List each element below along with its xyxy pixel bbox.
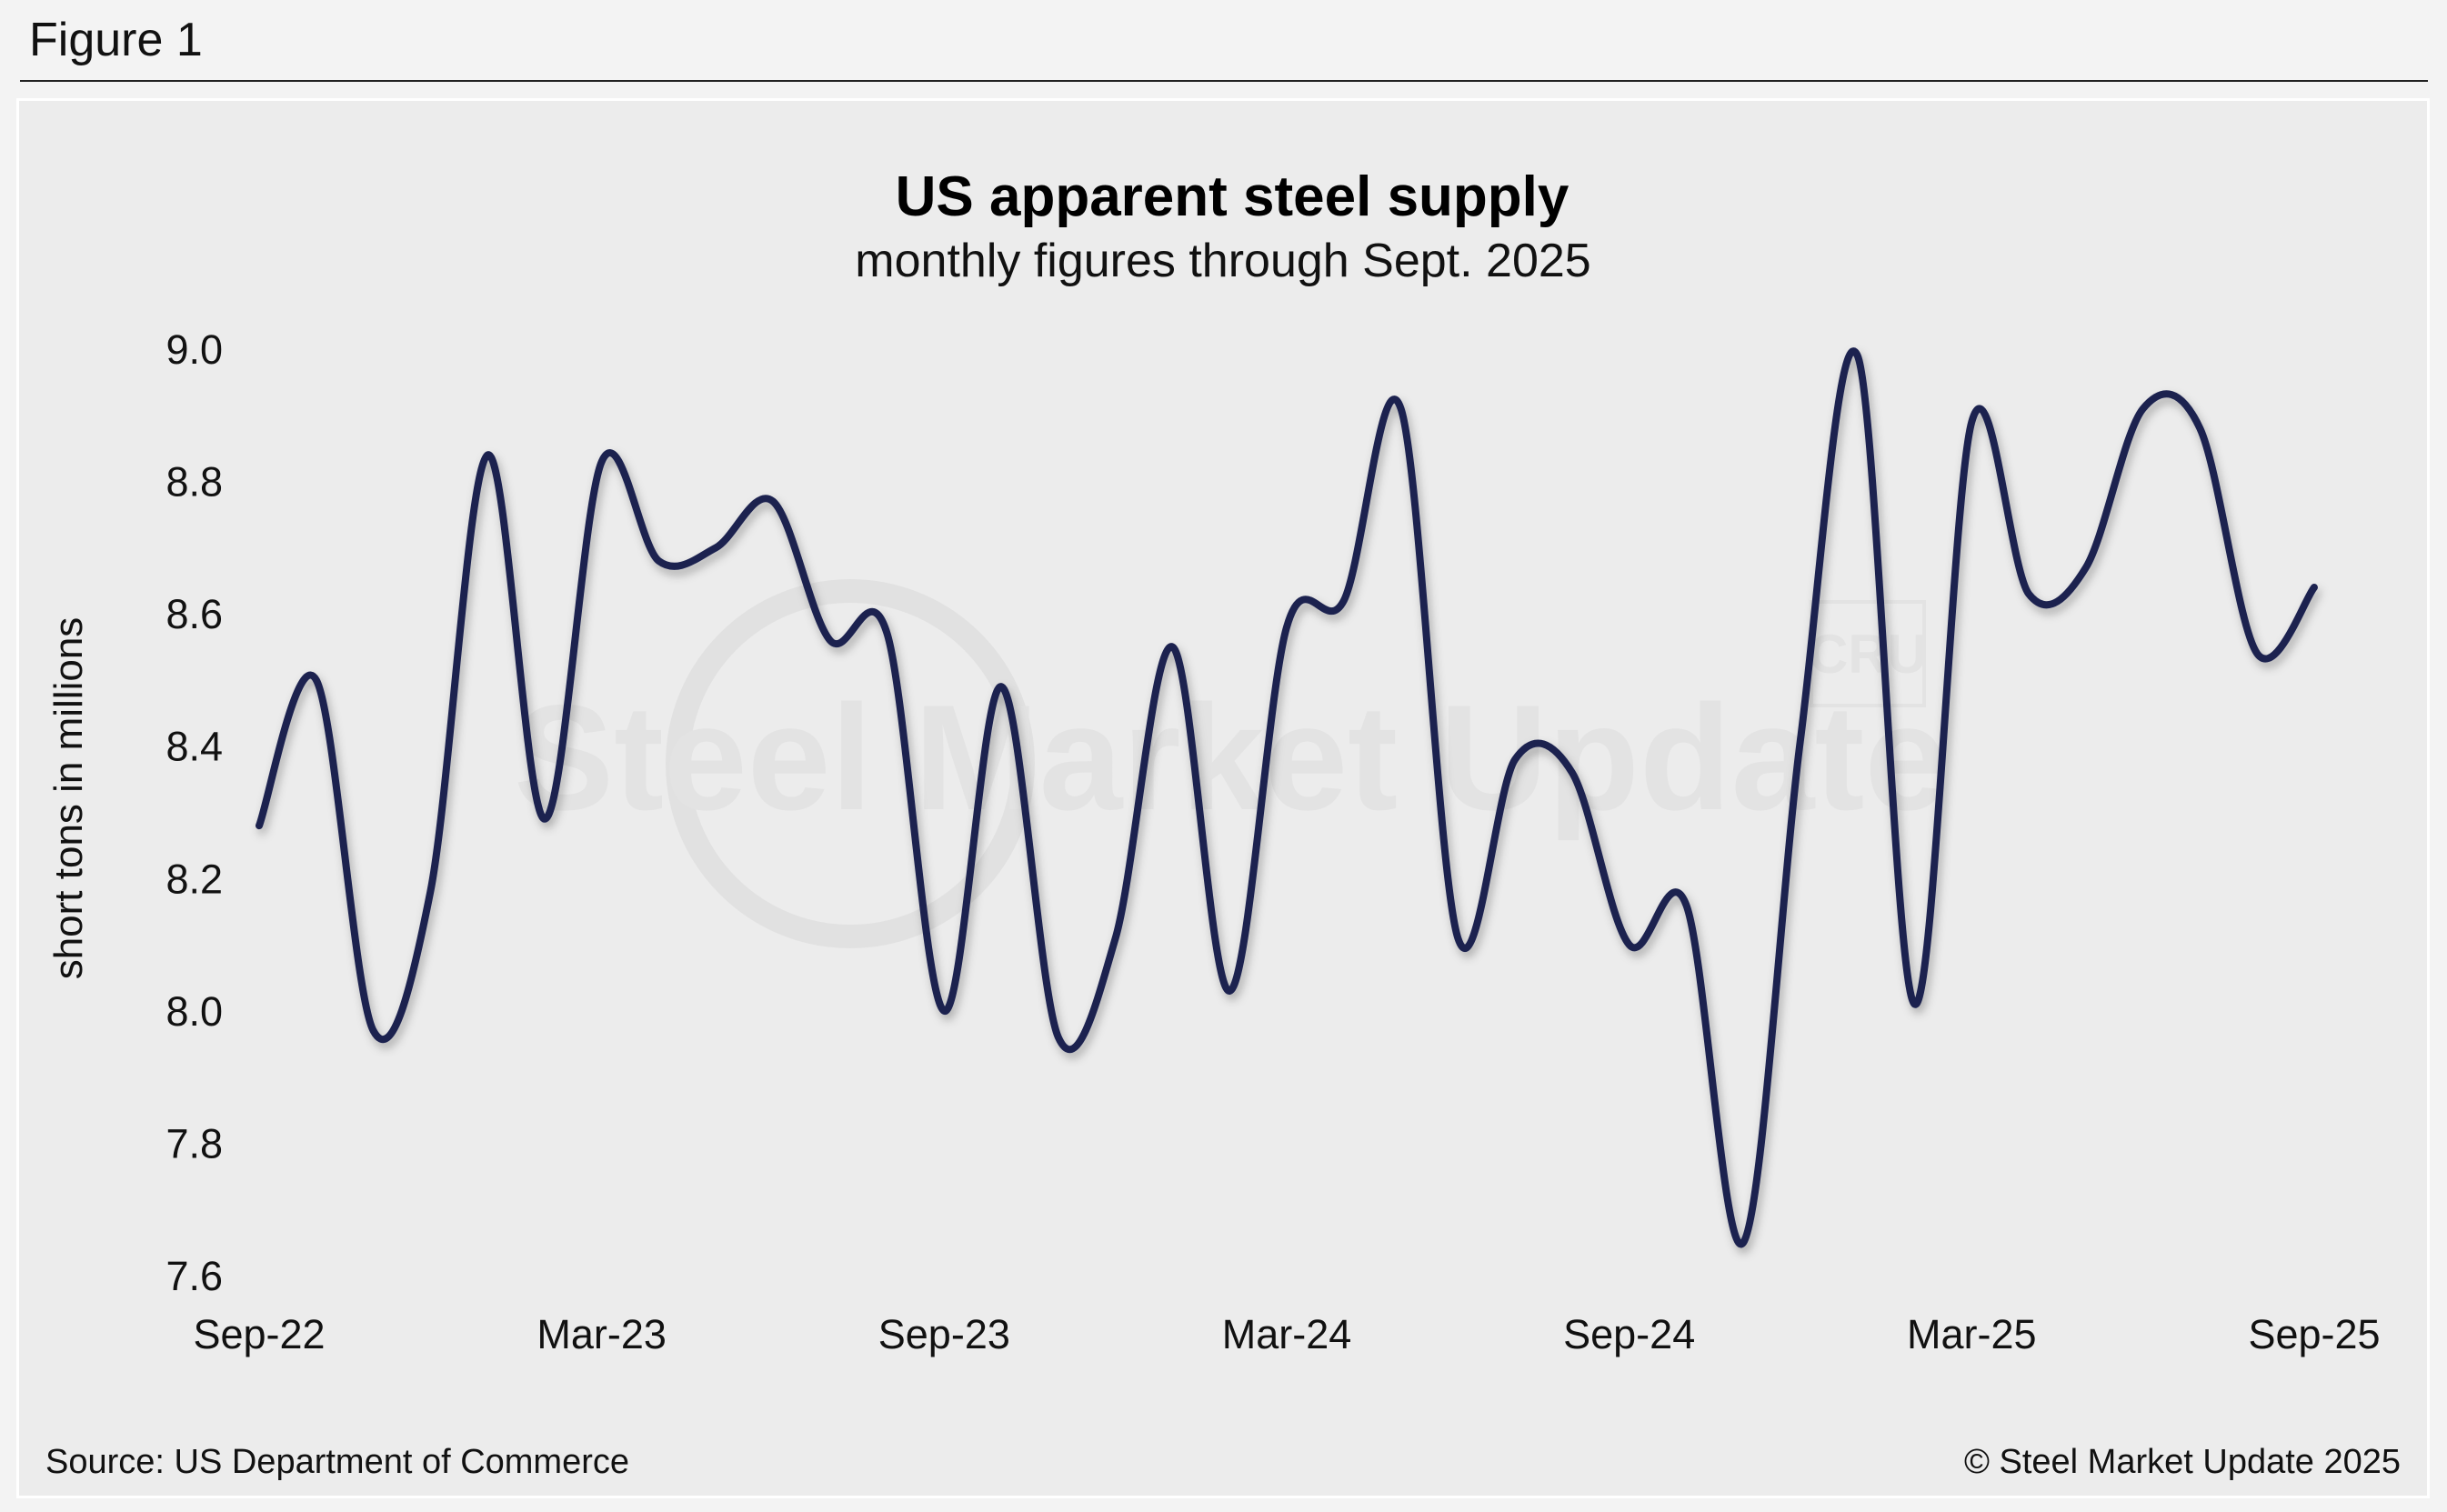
data-point xyxy=(1055,1034,1062,1041)
x-tick-label: Sep-24 xyxy=(1563,1311,1695,1357)
series-layer xyxy=(256,347,2318,1248)
figure-divider xyxy=(20,80,2428,82)
x-tick-label: Mar-24 xyxy=(1222,1311,1352,1357)
x-tick-label: Mar-23 xyxy=(537,1311,667,1357)
data-point xyxy=(2082,564,2090,571)
watermark-badge: CRU xyxy=(1809,624,1927,685)
data-point xyxy=(256,822,263,829)
data-point xyxy=(1968,418,1975,426)
data-point xyxy=(1626,941,1633,948)
x-tick-label: Mar-25 xyxy=(1907,1311,2037,1357)
data-point xyxy=(370,1027,377,1035)
y-tick-label: 7.6 xyxy=(165,1253,223,1299)
data-point xyxy=(598,458,606,466)
data-point xyxy=(1283,624,1290,631)
data-point xyxy=(769,497,777,505)
data-point xyxy=(1511,756,1519,763)
x-axis-ticks: Sep-22 Mar-23 Sep-23 Mar-24 Sep-24 Mar-25 Sep-… xyxy=(193,1311,2380,1357)
x-tick-label: Sep-22 xyxy=(193,1311,325,1357)
watermark-text: Steel Market Update xyxy=(514,674,1948,841)
data-point xyxy=(1226,987,1233,995)
data-point xyxy=(712,544,719,551)
data-point xyxy=(2253,650,2261,657)
data-point xyxy=(2025,590,2032,597)
data-point xyxy=(1797,736,1804,743)
data-point xyxy=(2196,425,2203,432)
data-point xyxy=(313,676,320,684)
data-point xyxy=(541,816,548,823)
x-tick-label: Sep-23 xyxy=(878,1311,1010,1357)
data-point xyxy=(827,636,834,644)
data-point xyxy=(2140,406,2147,413)
data-point xyxy=(1682,901,1690,908)
data-point xyxy=(1112,935,1119,942)
copyright-note: © Steel Market Update 2025 xyxy=(1964,1443,2401,1481)
data-point xyxy=(998,683,1005,690)
data-point xyxy=(1569,769,1576,776)
data-point xyxy=(1398,406,1405,413)
data-point xyxy=(484,452,491,459)
y-tick-label: 8.8 xyxy=(165,459,223,506)
figure-label: Figure 1 xyxy=(29,14,203,66)
data-point xyxy=(655,557,662,565)
chart-subtitle: monthly figures through Sept. 2025 xyxy=(855,235,1590,287)
source-note: Source: US Department of Commerce xyxy=(45,1443,629,1481)
y-tick-label: 8.4 xyxy=(165,724,223,770)
data-point xyxy=(884,630,891,637)
data-point xyxy=(2311,584,2318,591)
y-tick-label: 7.8 xyxy=(165,1120,223,1167)
data-point xyxy=(1454,935,1461,942)
data-point xyxy=(940,1007,948,1015)
y-tick-label: 8.2 xyxy=(165,856,223,902)
y-tick-label: 9.0 xyxy=(165,326,223,373)
y-tick-label: 8.6 xyxy=(165,591,223,637)
series-line xyxy=(256,347,2318,1248)
data-point xyxy=(426,888,434,896)
watermark: Steel Market Update CRU xyxy=(514,579,1948,948)
y-axis-ticks: 9.0 8.8 8.6 8.4 8.2 8.0 7.8 7.6 xyxy=(165,326,223,1299)
y-tick-label: 8.0 xyxy=(165,988,223,1035)
data-point xyxy=(1854,352,1861,359)
data-point xyxy=(1740,1239,1747,1247)
y-axis-label: short tons in millions xyxy=(46,617,91,980)
data-point xyxy=(1340,597,1348,605)
chart-panel xyxy=(16,98,2430,1498)
chart-title: US apparent steel supply xyxy=(896,165,1569,228)
data-point xyxy=(1911,1001,1919,1008)
x-tick-label: Sep-25 xyxy=(2248,1311,2380,1357)
data-point xyxy=(1168,644,1176,651)
